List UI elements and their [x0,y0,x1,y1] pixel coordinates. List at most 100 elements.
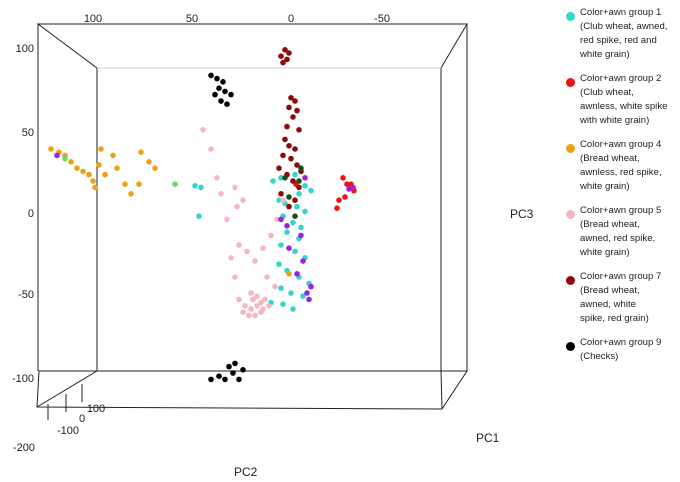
point-s2-3 [68,159,74,165]
tick-z-0: 0 [28,208,34,220]
point-s3-10 [250,296,256,303]
tick-z-minus50: -50 [18,289,34,301]
point-s0-15 [278,242,284,248]
point-s3-12 [258,299,264,306]
point-s0-13 [284,229,290,235]
point-s0-1 [278,175,284,181]
point-s0-22 [278,285,284,292]
point-s2-14 [102,171,108,178]
point-s5-6 [212,91,218,98]
point-s6-12 [278,216,284,223]
point-s2-4 [74,165,80,171]
point-s5-12 [230,370,236,376]
point-s0-23 [288,290,294,296]
point-s3-31 [264,274,270,280]
point-s0-5 [296,191,302,197]
point-s5-7 [218,98,224,104]
tick-y-minus50: -50 [374,13,390,25]
point-s4-21 [290,178,296,184]
point-s6-2 [302,175,308,181]
point-s1-2 [342,194,348,200]
legend-label-group1: Color+awn group 1 (Club wheat, awned, re… [580,7,668,60]
point-s2-16 [138,149,144,155]
point-s2-15 [96,162,102,168]
point-s0-16 [292,248,298,255]
point-s5-8 [224,101,230,107]
point-s4-13 [286,143,292,149]
axis-title-pc2: PC2 [234,465,258,479]
point-s0-30 [196,213,202,219]
legend-item-group2: Color+awn group 2 (Club wheat, awnless, … [560,72,678,128]
point-s5-3 [216,85,222,91]
point-s4-0 [278,53,284,59]
legend-label-group4: Color+awn group 4 (Bread wheat, awnless,… [580,139,662,192]
point-s7-1 [282,175,288,181]
tick-x-100: 100 [87,403,105,415]
point-s0-2 [292,171,298,178]
point-s5-13 [236,376,242,383]
point-s0-27 [290,306,296,312]
point-s2-0 [48,146,54,152]
point-s0-6 [276,197,282,203]
point-s5-5 [228,91,234,98]
point-s2-6 [86,171,92,178]
tick-z-minus100: -100 [12,373,34,385]
point-s3-3 [218,191,224,197]
point-s5-15 [232,360,238,367]
point-s5-4 [222,88,228,95]
point-s3-4 [232,184,238,191]
point-s0-26 [280,301,286,308]
legend-label-group2: Color+awn group 2 (Club wheat, awnless, … [580,73,668,126]
point-s4-3 [286,50,292,56]
point-s0-0 [270,178,276,184]
legend-label-group5: Color+awn group 5 (Bread wheat, awned, r… [580,205,662,258]
point-s1-4 [334,205,340,211]
point-s3-18 [242,303,248,309]
point-s4-12 [282,136,288,143]
point-s3-19 [236,296,242,303]
point-s6-1 [346,186,352,192]
point-s1-1 [344,181,350,187]
point-s7-2 [286,194,292,200]
point-s6-7 [294,271,300,277]
tick-y-50: 50 [186,13,198,25]
point-s4-8 [294,107,300,114]
point-s5-14 [226,363,232,370]
point-s2-17 [146,159,152,165]
tick-z-100: 100 [16,43,34,55]
point-s5-2 [220,79,226,85]
tick-y-minus200: -200 [13,442,35,454]
legend-swatch-group4 [566,144,575,153]
point-s3-23 [258,309,264,316]
legend-item-group9: Color+awn group 9 (Checks) [560,336,678,364]
point-s1-0 [340,175,346,181]
legend-label-group9: Color+awn group 9 (Checks) [580,337,662,362]
point-s4-24 [292,197,298,203]
point-s5-11 [222,376,228,383]
point-s3-13 [262,296,268,303]
tick-x-minus100: -100 [57,425,79,437]
point-s4-10 [284,123,290,130]
point-s6-11 [54,152,60,159]
legend-swatch-group7 [566,276,575,285]
box-frame [36,23,468,410]
point-s3-21 [246,312,252,319]
tick-z-50: 50 [22,127,34,139]
point-s8-1 [172,181,178,187]
point-s3-9 [248,290,254,296]
point-s2-13 [128,191,134,197]
point-s6-5 [286,245,292,251]
point-s3-26 [234,203,240,210]
point-s6-4 [298,232,304,239]
point-s4-14 [292,146,298,152]
point-s3-7 [244,248,250,255]
point-s4-1 [284,56,290,63]
point-s1-3 [336,197,342,203]
point-s4-4 [280,59,286,66]
legend-item-group4: Color+awn group 4 (Bread wheat, awnless,… [560,138,678,194]
point-s0-28 [192,183,198,189]
legend-swatch-group1 [566,12,575,21]
point-s2-11 [114,165,120,171]
point-s3-5 [240,197,246,203]
tick-x-0: 0 [79,413,85,425]
